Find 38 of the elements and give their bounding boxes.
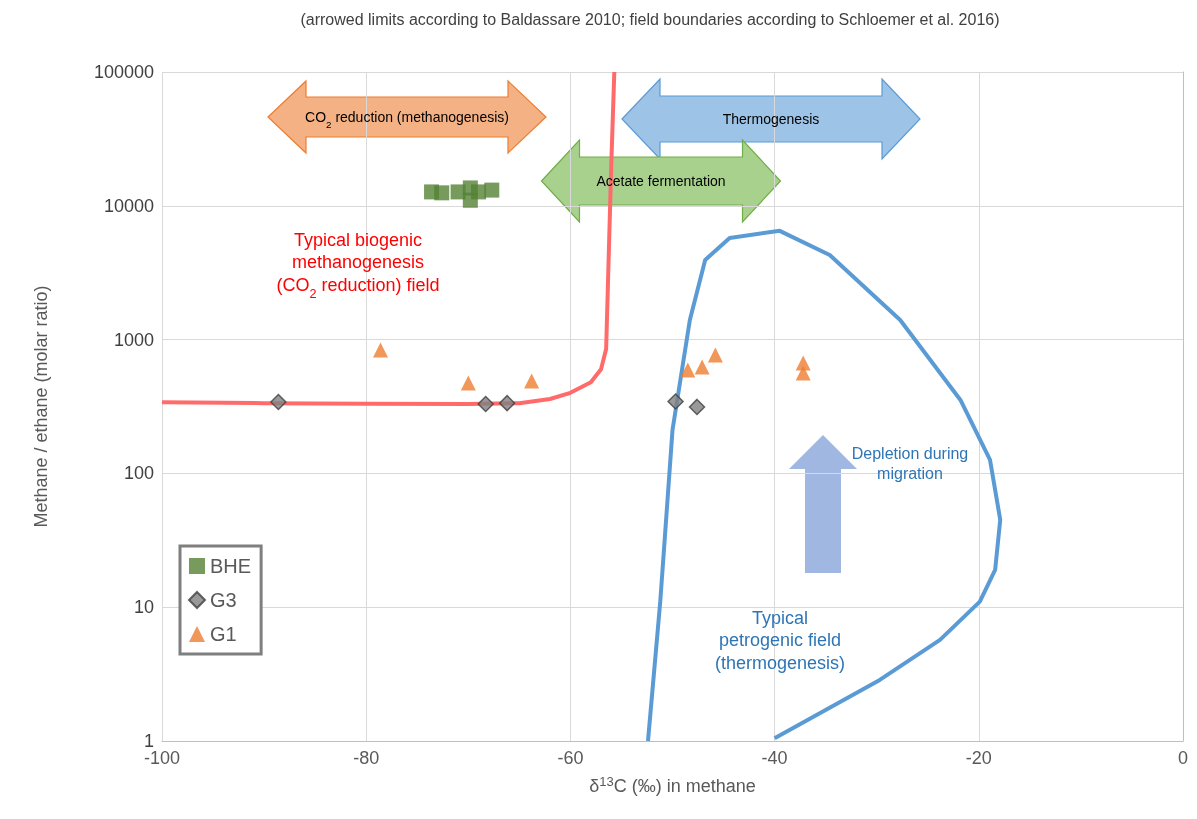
x-tick-label: -20 — [965, 748, 992, 768]
x-tick-label: 0 — [1177, 748, 1189, 768]
x-tick-label: -100 — [143, 748, 181, 768]
y-tick-label: 10000 — [103, 195, 154, 216]
point — [460, 375, 476, 391]
point — [372, 342, 388, 358]
legend-label: G1 — [210, 623, 237, 645]
point — [498, 394, 516, 412]
y-axis-title: Methane / ethane (molar ratio) — [31, 285, 51, 528]
chart-title: (arrowed limits according to Baldassare 2010; field boundaries according to Schloemer et al. 2016) — [300, 10, 1000, 28]
annotation: Acetate fermentation — [596, 172, 726, 189]
line-series — [646, 228, 1003, 743]
point — [694, 359, 710, 375]
point — [524, 373, 540, 389]
x-tick-label: -80 — [353, 748, 380, 768]
y-tick-label: 1 — [143, 731, 154, 751]
point — [688, 398, 706, 416]
legend-label: BHE — [210, 555, 252, 577]
point — [434, 185, 450, 201]
y-tick-label: 100000 — [93, 62, 154, 82]
point — [667, 393, 684, 410]
y-tick-label: 10 — [133, 597, 154, 618]
x-tick-label: -40 — [761, 748, 788, 768]
annotation: Typical petrogenic field (thermogenesis) — [714, 607, 846, 673]
point — [680, 362, 696, 378]
point — [484, 182, 500, 198]
annotation: Typical biogenic methanogenesis (CO$_{2}$ reduction) field — [276, 229, 440, 301]
x-tick-label: -60 — [557, 748, 584, 768]
point — [707, 347, 723, 363]
y-tick-label: 1000 — [113, 329, 154, 350]
annotation: Thermogenesis — [722, 110, 820, 127]
y-tick-label: 100 — [123, 463, 154, 484]
annotation: CO$_{2}$ reduction (methanogenesis) — [305, 108, 509, 130]
point — [270, 393, 287, 411]
point — [477, 395, 494, 413]
annotation: Depletion during migration — [851, 444, 969, 482]
legend-label: G3 — [210, 589, 237, 611]
point — [795, 365, 811, 381]
